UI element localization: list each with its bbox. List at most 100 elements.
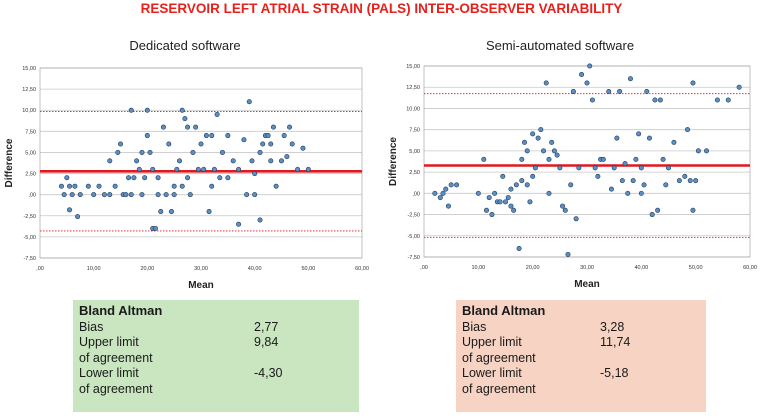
data-point xyxy=(123,192,129,198)
upper-limit-row-2: of agreement xyxy=(79,351,353,367)
upper-limit-label: Upper limit xyxy=(462,335,522,349)
data-point xyxy=(481,156,487,162)
y-tick-label: 15,00 xyxy=(406,64,420,70)
data-point xyxy=(268,158,274,164)
bias-value: 2,77 xyxy=(254,319,279,334)
data-point xyxy=(443,186,449,192)
x-tick-label: ,00 xyxy=(36,266,44,272)
y-tick-label: ,00 xyxy=(412,191,420,197)
data-point xyxy=(225,133,231,139)
data-point xyxy=(289,141,295,147)
data-point xyxy=(519,156,525,162)
data-point xyxy=(139,192,145,198)
data-point xyxy=(448,182,454,188)
x-tick-label: ,00 xyxy=(420,265,428,271)
data-point xyxy=(107,158,113,164)
data-point xyxy=(270,124,276,130)
data-point xyxy=(252,192,258,198)
y-tick-label: 12,50 xyxy=(406,85,420,91)
left-bland-altman-plot: 15,00 12,50 10,00 7,50 5,00 2,50 ,00 -2,50 -5,00… xyxy=(4,66,369,291)
data-point xyxy=(187,192,193,198)
y-tick-label: 5,00 xyxy=(409,149,420,155)
upper-limit-label: Upper limit xyxy=(79,335,139,349)
data-point xyxy=(440,190,446,196)
lower-limit-label-2: of agreement xyxy=(79,381,153,396)
data-point xyxy=(179,107,185,113)
x-tick-label: 60,00 xyxy=(355,266,369,272)
x-tick-label: 50,00 xyxy=(301,266,315,272)
data-point xyxy=(530,131,536,137)
y-tick-label: -2,50 xyxy=(407,213,420,219)
x-tick-label: 30,00 xyxy=(194,266,208,272)
y-tick-label: 10,00 xyxy=(22,108,36,114)
data-point xyxy=(527,199,533,205)
data-point xyxy=(600,156,606,162)
data-point xyxy=(155,192,161,198)
data-point xyxy=(300,145,306,151)
data-point xyxy=(112,183,118,189)
y-tick-label: 2,50 xyxy=(409,170,420,176)
data-point xyxy=(568,182,574,188)
bias-label: Bias xyxy=(79,319,104,334)
data-point xyxy=(209,133,215,139)
data-point xyxy=(657,97,663,103)
data-point xyxy=(128,107,134,113)
y-tick-label: -5,00 xyxy=(407,234,420,240)
bias-row: Bias 3,28 xyxy=(462,320,700,336)
data-point xyxy=(67,207,73,213)
data-point xyxy=(617,88,623,94)
data-point xyxy=(704,148,710,154)
data-point xyxy=(195,166,201,172)
data-point xyxy=(211,166,217,172)
data-point xyxy=(177,158,183,164)
data-point xyxy=(538,127,544,133)
data-point xyxy=(638,190,644,196)
data-point xyxy=(160,124,166,130)
lower-limit-label-2: of agreement xyxy=(462,381,536,396)
upper-limit-value: 11,74 xyxy=(600,335,631,349)
data-point xyxy=(655,207,661,213)
data-point xyxy=(445,203,451,209)
data-point xyxy=(201,166,207,172)
data-point xyxy=(91,192,97,198)
data-point xyxy=(257,217,263,223)
x-axis-label: Mean xyxy=(574,279,600,290)
data-point xyxy=(676,178,682,184)
data-point xyxy=(185,124,191,130)
y-axis-label: Difference xyxy=(388,137,399,186)
y-tick-label: 2,50 xyxy=(25,172,36,178)
data-point xyxy=(714,97,720,103)
data-point xyxy=(663,182,669,188)
lower-limit-value: -5,18 xyxy=(600,366,629,380)
data-point xyxy=(570,88,576,94)
data-point xyxy=(627,76,633,82)
y-tick-label: 5,00 xyxy=(25,150,36,156)
data-point xyxy=(252,171,258,177)
data-point xyxy=(171,183,177,189)
lower-limit-value: -4,30 xyxy=(254,366,283,380)
data-point xyxy=(532,165,538,171)
data-point xyxy=(622,161,628,167)
data-point xyxy=(489,212,495,218)
data-point xyxy=(511,207,517,213)
data-point xyxy=(136,166,142,172)
x-tick-label: 40,00 xyxy=(248,266,262,272)
data-point xyxy=(508,186,514,192)
data-point xyxy=(522,139,528,145)
upper-limit-row-2: of agreement xyxy=(462,351,700,367)
plot-frame xyxy=(39,67,363,259)
plot-frame xyxy=(423,65,751,258)
data-point xyxy=(660,156,666,162)
data-point xyxy=(690,207,696,213)
data-point xyxy=(503,199,509,205)
data-point xyxy=(142,175,148,181)
data-point xyxy=(249,158,255,164)
data-point xyxy=(246,99,252,105)
data-point xyxy=(203,133,209,139)
data-point xyxy=(179,183,185,189)
y-axis-label: Difference xyxy=(4,138,15,187)
data-point xyxy=(295,166,301,172)
x-tick-label: 10,00 xyxy=(471,265,485,271)
bias-value: 3,28 xyxy=(600,319,625,334)
upper-limit-row: Upper limit 9,84 xyxy=(79,335,353,351)
